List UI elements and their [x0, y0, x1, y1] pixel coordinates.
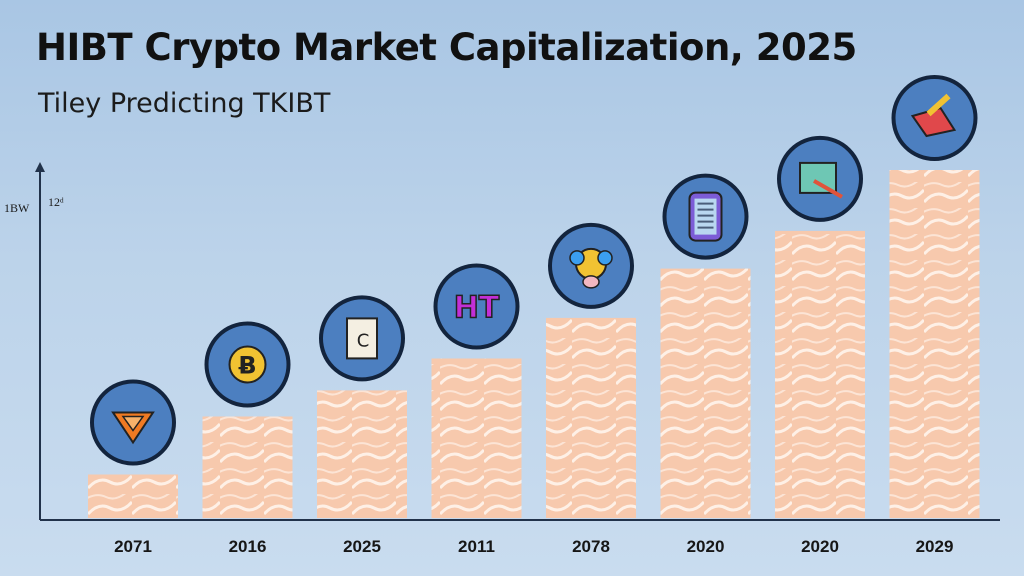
bar-texture [88, 474, 178, 518]
document-icon: C [319, 295, 405, 382]
bar-texture [431, 358, 522, 518]
x-tick-label: 2011 [458, 537, 495, 556]
x-tick-label: 2078 [572, 537, 610, 556]
bar-texture [889, 170, 980, 518]
x-tick-label: 2016 [229, 537, 267, 556]
hibt-logo-icon: HT [433, 263, 520, 350]
bar-texture [546, 317, 636, 518]
ticket-pen-icon [891, 75, 978, 161]
bitcoin-coin-icon: Ƀ [204, 321, 291, 408]
svg-text:C: C [357, 330, 370, 351]
bar-texture [660, 268, 751, 518]
bear-face-icon [548, 222, 634, 309]
bar-texture [775, 230, 865, 518]
bar-texture [317, 390, 407, 518]
fox-head-icon [90, 379, 176, 466]
y-axis-arrow [35, 162, 45, 172]
y-tick-label: 12ᵈ [48, 195, 64, 209]
svg-text:Ƀ: Ƀ [238, 352, 256, 380]
bar-texture [202, 416, 293, 518]
chart-subtitle: Tiley Predicting TKIBT [38, 88, 331, 119]
card-pen-icon [777, 135, 863, 222]
phone-icon [662, 173, 749, 260]
x-tick-label: 2029 [916, 537, 954, 556]
svg-text:HT: HT [454, 291, 500, 326]
x-tick-label: 2025 [343, 537, 381, 556]
chart-title: HIBT Crypto Market Capitalization, 2025 [36, 26, 857, 69]
x-tick-label: 2071 [114, 537, 152, 556]
y-axis-label: 1BW [4, 201, 30, 215]
x-tick-label: 2020 [801, 537, 839, 556]
x-tick-label: 2020 [687, 537, 725, 556]
